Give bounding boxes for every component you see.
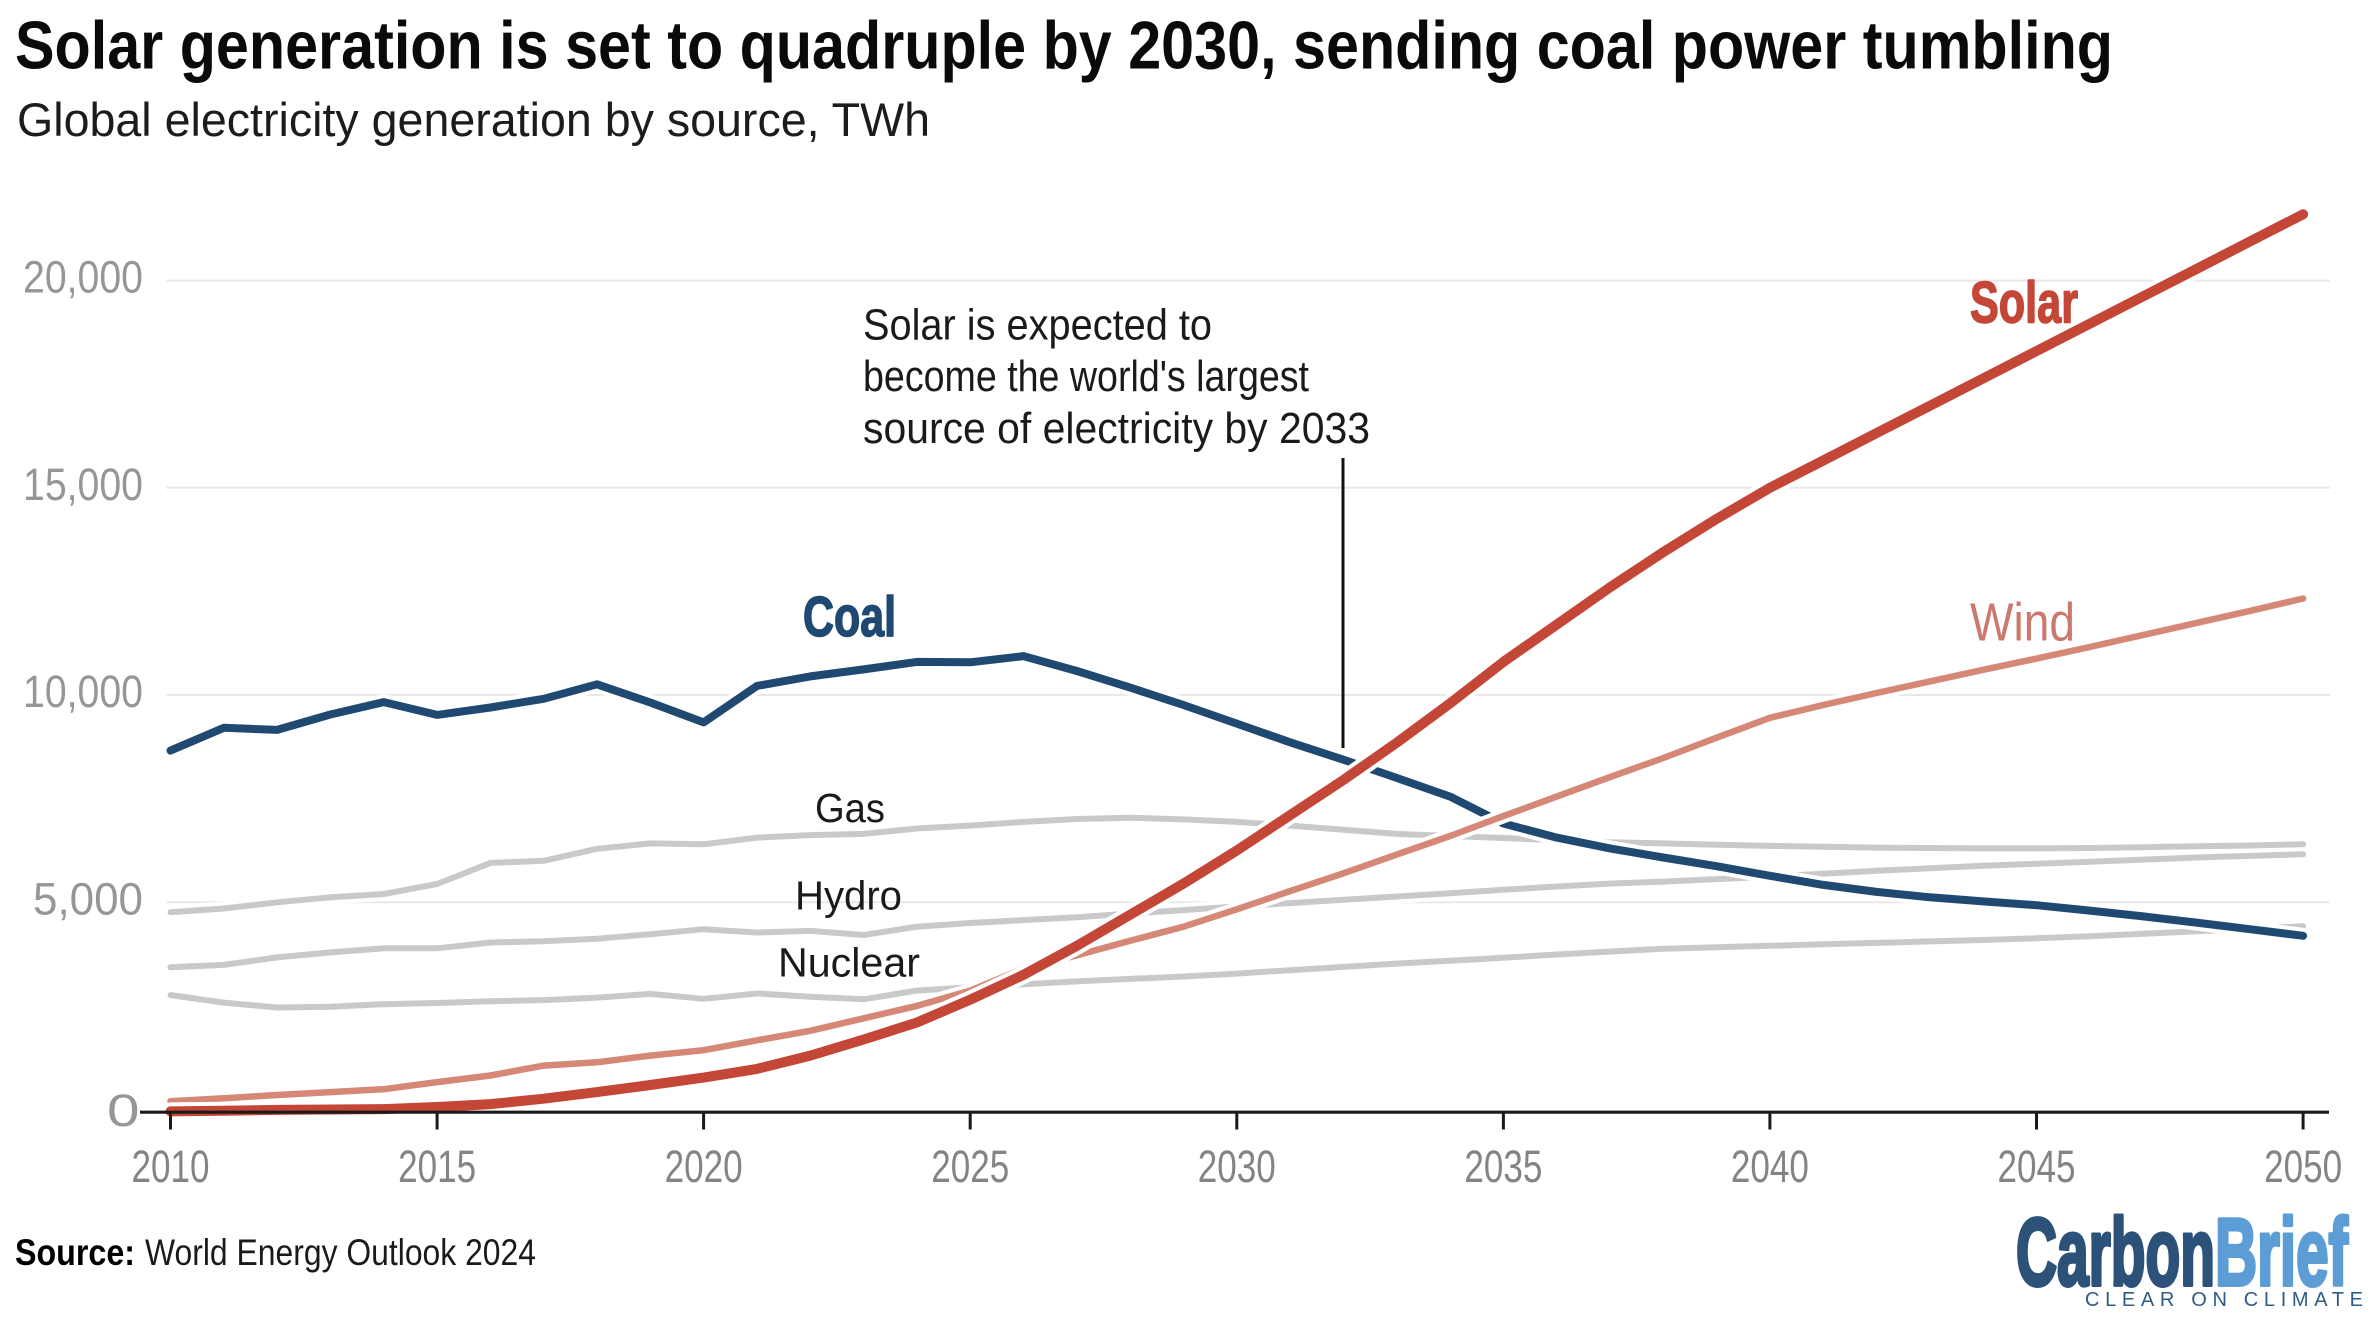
svg-text:Nuclear: Nuclear bbox=[778, 939, 920, 985]
svg-text:Solar is expected to: Solar is expected to bbox=[863, 300, 1212, 349]
svg-text:2030: 2030 bbox=[1198, 1141, 1276, 1192]
svg-text:0: 0 bbox=[107, 1086, 140, 1136]
svg-text:Carbon: Carbon bbox=[2016, 1199, 2215, 1306]
svg-text:Solar: Solar bbox=[1970, 271, 2078, 336]
svg-text:10,000: 10,000 bbox=[23, 666, 143, 717]
svg-text:CLEAR ON CLIMATE: CLEAR ON CLIMATE bbox=[2085, 1289, 2363, 1311]
svg-text:become the world's largest: become the world's largest bbox=[863, 352, 1309, 401]
svg-text:15,000: 15,000 bbox=[23, 459, 143, 510]
svg-text:2050: 2050 bbox=[2264, 1141, 2342, 1192]
svg-text:Global electricity generation: Global electricity generation by source,… bbox=[17, 93, 930, 146]
svg-text:2045: 2045 bbox=[1998, 1141, 2076, 1192]
svg-text:2015: 2015 bbox=[398, 1141, 476, 1192]
svg-text:Coal: Coal bbox=[803, 585, 896, 649]
svg-text:source of electricity by 2033: source of electricity by 2033 bbox=[863, 404, 1370, 453]
svg-text:2035: 2035 bbox=[1464, 1141, 1542, 1192]
svg-text:2025: 2025 bbox=[931, 1141, 1009, 1192]
svg-text:Gas: Gas bbox=[815, 785, 885, 831]
svg-text:World Energy Outlook 2024: World Energy Outlook 2024 bbox=[145, 1232, 536, 1273]
svg-text:2010: 2010 bbox=[132, 1141, 210, 1192]
svg-text:20,000: 20,000 bbox=[23, 252, 143, 303]
svg-text:Solar generation is set to qua: Solar generation is set to quadruple by … bbox=[15, 8, 2113, 84]
svg-text:5,000: 5,000 bbox=[33, 873, 143, 924]
svg-text:2040: 2040 bbox=[1731, 1141, 1809, 1192]
svg-text:Wind: Wind bbox=[1970, 592, 2075, 652]
svg-text:Source:: Source: bbox=[15, 1232, 135, 1273]
svg-text:Brief: Brief bbox=[2215, 1199, 2349, 1306]
svg-text:2020: 2020 bbox=[665, 1141, 743, 1192]
svg-text:Hydro: Hydro bbox=[795, 872, 902, 918]
